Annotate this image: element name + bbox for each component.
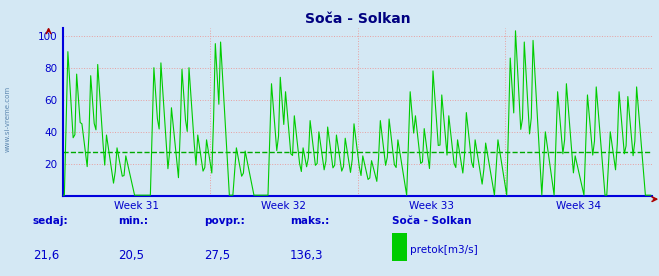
Text: sedaj:: sedaj: — [33, 216, 69, 225]
Text: www.si-vreme.com: www.si-vreme.com — [5, 86, 11, 152]
Text: 27,5: 27,5 — [204, 250, 231, 262]
Text: pretok[m3/s]: pretok[m3/s] — [410, 245, 478, 254]
Text: min.:: min.: — [119, 216, 149, 225]
Text: 136,3: 136,3 — [290, 250, 324, 262]
Title: Soča - Solkan: Soča - Solkan — [304, 12, 411, 26]
Text: 21,6: 21,6 — [33, 250, 59, 262]
Text: 20,5: 20,5 — [119, 250, 144, 262]
Text: maks.:: maks.: — [290, 216, 330, 225]
Text: povpr.:: povpr.: — [204, 216, 245, 225]
Text: Soča - Solkan: Soča - Solkan — [392, 216, 472, 225]
